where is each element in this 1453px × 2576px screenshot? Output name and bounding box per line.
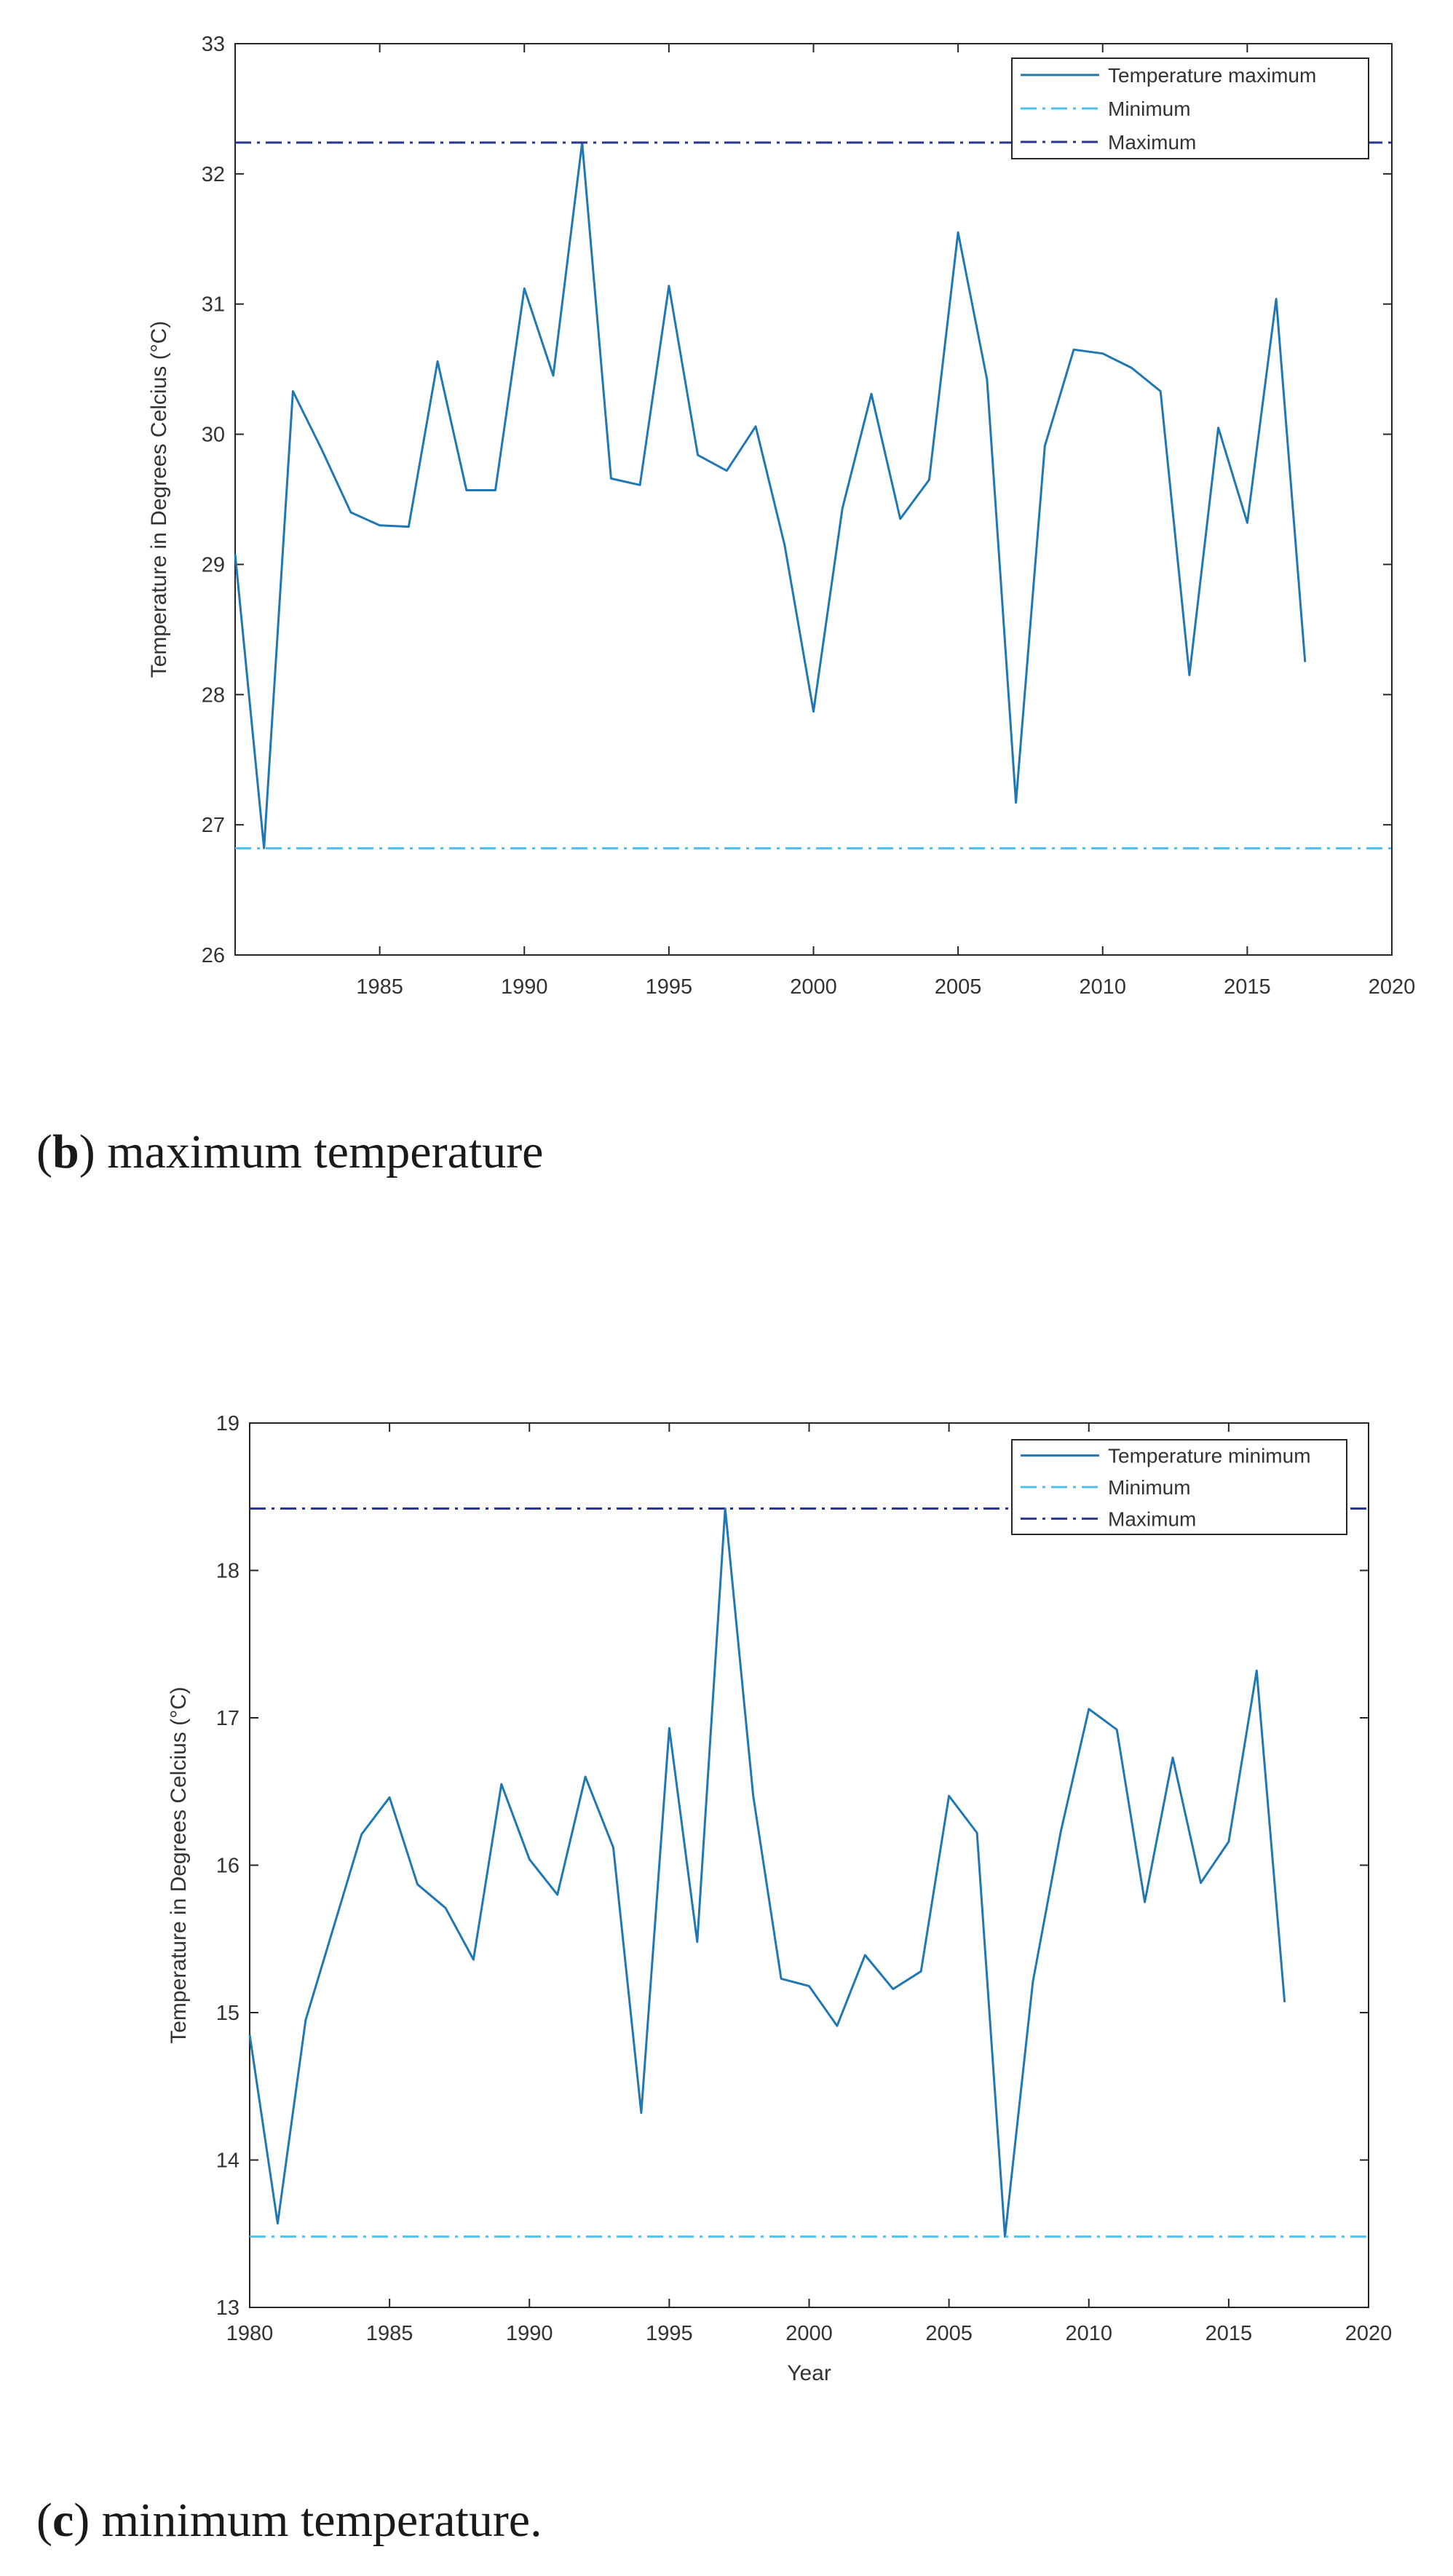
x-tick-label: 1995 [646, 2322, 693, 2345]
x-tick-label: 2000 [785, 2322, 833, 2345]
caption-text: maximum temperature [107, 1125, 544, 1178]
x-tick-label: 1995 [646, 975, 693, 999]
chart-max-temperature: 26 27 28 29 30 31 32 33 1985 1990 1995 2000 2005 2010… [0, 0, 1453, 1034]
legend-label: Maximum [1108, 131, 1196, 154]
y-tick-label: 32 [202, 163, 225, 186]
series-line-temperature-minimum [248, 1507, 1286, 2238]
y-axis-title: Temperature in Degrees Celcius (°C) [147, 321, 171, 678]
chart-min-temperature-svg: 13 14 15 16 17 18 19 1980 1985 1990 1995 2000 2005 20… [167, 1412, 1393, 2385]
x-tick-label: 1985 [366, 2322, 413, 2345]
x-tick-label: 2015 [1224, 975, 1271, 999]
x-tick-label: 2010 [1065, 2322, 1112, 2345]
y-tick-label: 33 [202, 33, 225, 56]
x-tick-label: 1985 [356, 975, 403, 999]
legend-label: Minimum [1108, 1476, 1191, 1499]
caption-letter: c [52, 2494, 74, 2547]
legend-label: Maximum [1108, 1507, 1196, 1530]
legend-label: Minimum [1108, 98, 1191, 120]
y-tick-label: 17 [216, 1707, 239, 1730]
legend-label: Temperature minimum [1108, 1445, 1311, 1467]
x-tick-label: 2010 [1079, 975, 1126, 999]
y-tick-label: 13 [216, 2296, 239, 2320]
chart-min-temperature: 13 14 15 16 17 18 19 1980 1985 1990 1995 2000 2005 20… [0, 1376, 1453, 2395]
plot-frame [234, 43, 1393, 956]
y-tick-label: 14 [216, 2149, 239, 2173]
x-tick-label: 2020 [1369, 975, 1416, 999]
chart-max-temperature-svg: 26 27 28 29 30 31 32 33 1985 1990 1995 2000 2005 2010… [147, 33, 1416, 999]
y-tick-label: 19 [216, 1412, 239, 1435]
y-tick-label: 27 [202, 814, 225, 837]
y-tick-label: 31 [202, 293, 225, 317]
y-tick-label: 15 [216, 2002, 239, 2025]
caption-max-temperature: (b) maximum temperature [36, 1125, 544, 1178]
x-tick-label: 2015 [1205, 2322, 1253, 2345]
y-tick-label: 18 [216, 1560, 239, 1583]
x-tick-label: 1980 [226, 2322, 274, 2345]
x-tick-label: 2000 [790, 975, 837, 999]
caption-min-temperature: (c) minimum temperature. [36, 2494, 542, 2547]
caption-letter: b [52, 1125, 79, 1178]
y-axis-title: Temperature in Degrees Celcius (°C) [167, 1687, 191, 2044]
x-tick-label: 1990 [506, 2322, 553, 2345]
y-tick-label: 29 [202, 553, 225, 576]
series-line-temperature-maximum [234, 141, 1307, 849]
x-axis-title: Year [787, 2361, 831, 2385]
y-tick-label: 30 [202, 424, 225, 447]
y-tick-label: 16 [216, 1855, 239, 1878]
legend-label: Temperature maximum [1108, 64, 1316, 87]
x-tick-label: 2005 [935, 975, 982, 999]
x-tick-label: 2020 [1345, 2322, 1393, 2345]
x-tick-label: 2005 [925, 2322, 973, 2345]
x-tick-label: 1990 [501, 975, 548, 999]
plot-frame [249, 1422, 1369, 2308]
caption-text: minimum temperature. [101, 2494, 542, 2547]
y-tick-label: 26 [202, 944, 225, 967]
y-tick-label: 28 [202, 683, 225, 707]
